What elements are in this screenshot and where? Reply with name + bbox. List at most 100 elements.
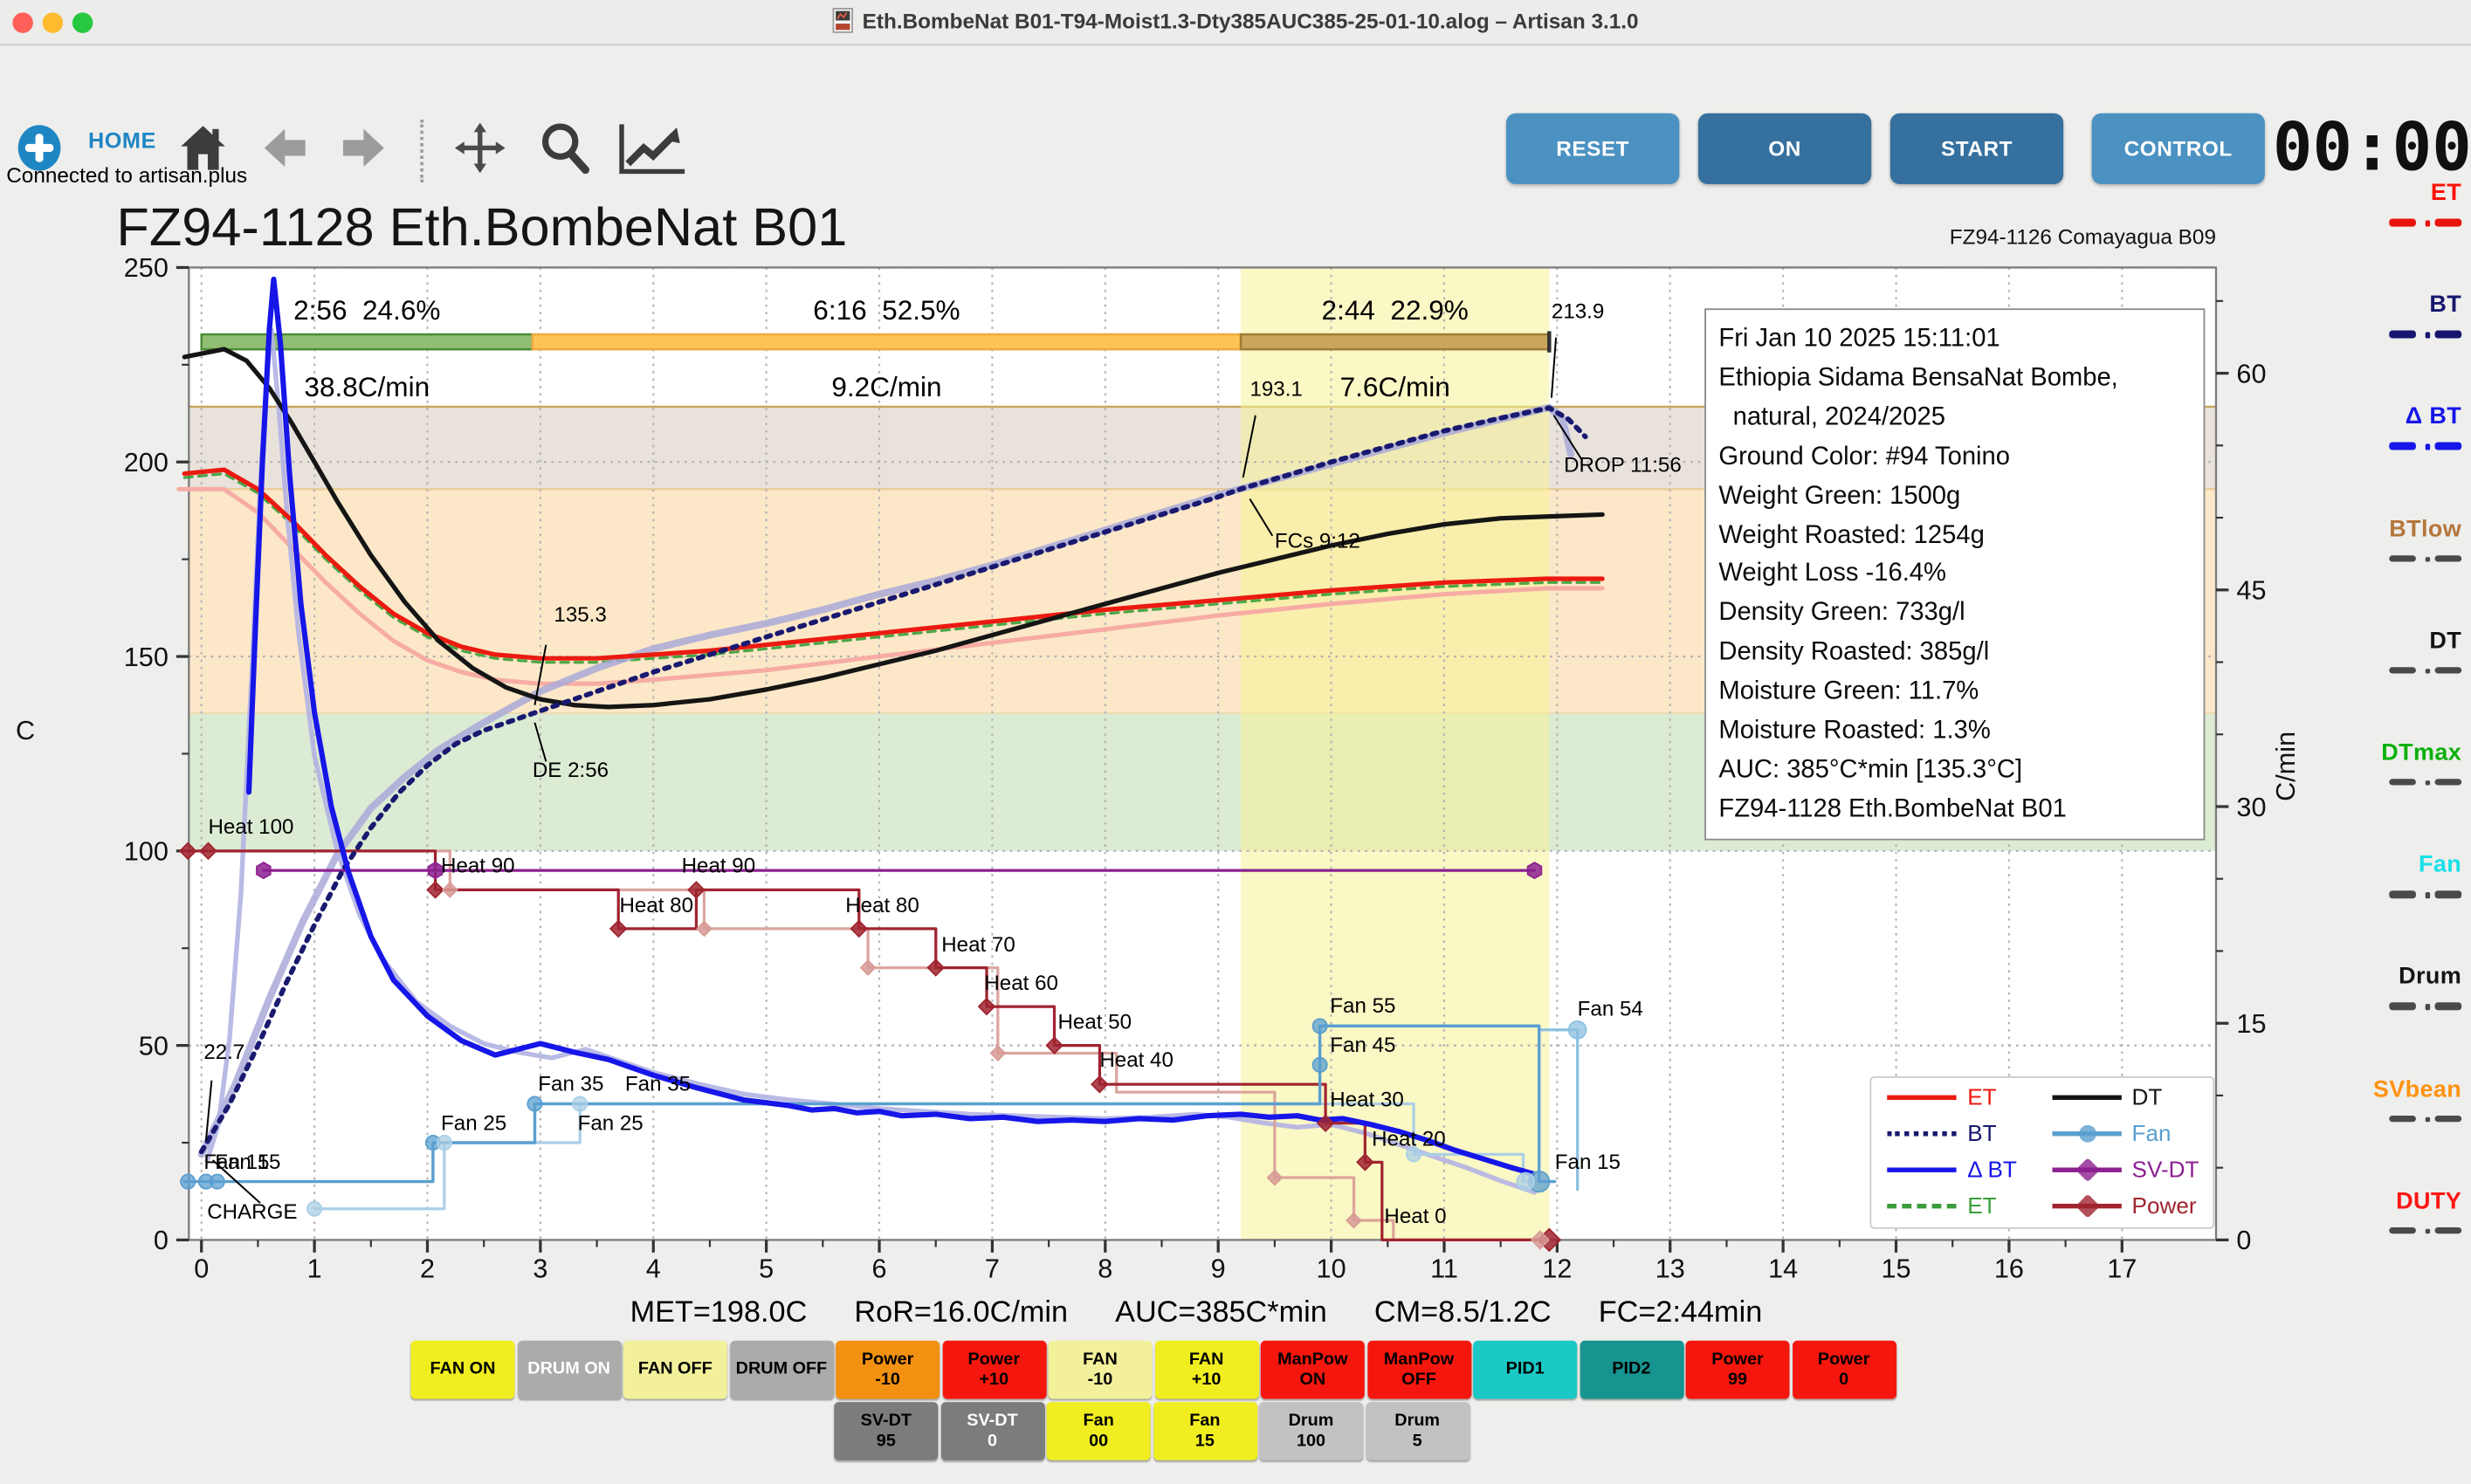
event-button-power-0[interactable]: Power 0 xyxy=(1792,1340,1896,1399)
lcd-dash xyxy=(2434,666,2462,674)
event-button-drum-100[interactable]: Drum 100 xyxy=(1259,1402,1364,1460)
chart-text: Heat 40 xyxy=(1099,1048,1174,1072)
chart-text: 7.6C/min xyxy=(1340,371,1450,402)
info-line: Weight Loss -16.4% xyxy=(1718,559,1946,588)
legend-label: ET xyxy=(1967,1086,1997,1112)
start-button[interactable]: START xyxy=(1889,113,2064,184)
event-button-manpow-on[interactable]: ManPow ON xyxy=(1260,1340,1365,1399)
chart-text: 38.8C/min xyxy=(304,371,430,402)
lcd-dot xyxy=(2424,556,2431,562)
sidebar-readout-δbt: Δ BT xyxy=(2357,403,2468,515)
status-segment: AUC=385C*min xyxy=(1115,1296,1327,1330)
home-label[interactable]: HOME xyxy=(87,127,156,153)
ror-axis-label: C/min xyxy=(2271,732,2301,801)
chart-text: 30 xyxy=(2236,793,2266,822)
sidebar-readout-dt: DT xyxy=(2357,628,2468,739)
marker-diamond xyxy=(1537,1227,1562,1253)
chart-text: 14 xyxy=(1768,1254,1798,1284)
chart-text: Fan 35 xyxy=(625,1072,691,1096)
forward-icon[interactable] xyxy=(340,126,387,177)
chart-text: Heat 30 xyxy=(1330,1089,1404,1112)
lcd-value xyxy=(2388,666,2462,674)
marker-diamond xyxy=(1045,1036,1063,1055)
lcd-value xyxy=(2388,779,2462,787)
chart-text: FCs 9:12 xyxy=(1275,529,1360,553)
lcd-value xyxy=(2388,443,2462,450)
event-button-drum-5[interactable]: Drum 5 xyxy=(1365,1402,1470,1460)
legend-line xyxy=(1887,1167,1957,1172)
marker-circle xyxy=(1311,1018,1328,1034)
sidebar-readout-drum: Drum xyxy=(2357,964,2468,1075)
event-button-drum on[interactable]: DRUM ON xyxy=(517,1340,622,1399)
lcd-dash xyxy=(2434,218,2462,226)
legend-label: ET xyxy=(1967,1193,1997,1219)
plus-events-icon[interactable] xyxy=(16,124,63,179)
graph-config-icon[interactable] xyxy=(617,123,686,184)
marker-diamond xyxy=(1346,1212,1362,1229)
event-button-pid2[interactable]: PID2 xyxy=(1579,1340,1683,1399)
legend-label: Power xyxy=(2131,1193,2197,1219)
chart-text: 213.9 xyxy=(1552,299,1604,323)
event-button-row-2: SV-DT 95 SV-DT 0 Fan 00 Fan 15 Drum 100 Drum 5 xyxy=(834,1402,1470,1460)
zoom-icon[interactable] xyxy=(538,121,591,182)
event-button-power--10[interactable]: Power -10 xyxy=(836,1340,940,1399)
marker-circle xyxy=(1406,1146,1422,1163)
marker-hex xyxy=(427,862,444,880)
status-segment: MET=198.0C xyxy=(630,1296,808,1330)
legend-swatch-dotted xyxy=(1887,1127,1957,1143)
home-icon[interactable] xyxy=(179,123,226,182)
event-button-fan-+10[interactable]: FAN +10 xyxy=(1154,1340,1259,1399)
legend-label: BT xyxy=(1967,1122,1997,1148)
lcd-dot xyxy=(2424,220,2431,226)
status-segment: CM=8.5/1.2C xyxy=(1373,1296,1552,1330)
close-button[interactable] xyxy=(12,12,33,33)
info-line: Weight Green: 1500g xyxy=(1718,480,1961,510)
legend-label: Δ BT xyxy=(1967,1158,2017,1184)
event-button-sv-dt-0[interactable]: SV-DT 0 xyxy=(940,1402,1044,1460)
event-button-drum off[interactable]: DRUM OFF xyxy=(729,1340,834,1399)
event-button-fan on[interactable]: FAN ON xyxy=(410,1340,515,1399)
chart-text: Fan 54 xyxy=(1578,998,1643,1021)
marker-diamond xyxy=(696,920,712,938)
event-button-fan--10[interactable]: FAN -10 xyxy=(1048,1340,1153,1399)
on-button[interactable]: ON xyxy=(1697,113,1872,184)
curve-Power xyxy=(182,849,1551,1242)
event-button-power-99[interactable]: Power 99 xyxy=(1685,1340,1790,1399)
chart-text: Heat 60 xyxy=(984,972,1058,995)
event-button-row-1: FAN ON DRUM ON FAN OFF DRUM OFF Power -10 Powe… xyxy=(410,1340,1896,1399)
event-button-sv-dt-95[interactable]: SV-DT 95 xyxy=(834,1402,939,1460)
callout-line xyxy=(1249,498,1274,537)
chart-text: CHARGE xyxy=(207,1200,297,1224)
lcd-dot xyxy=(2424,668,2431,674)
marker-diamond xyxy=(441,881,458,898)
sidebar-label: SVbean xyxy=(2372,1075,2462,1103)
zoom-window-button[interactable] xyxy=(72,12,93,33)
callout-line xyxy=(1552,415,1583,461)
chart-text: Fan 25 xyxy=(578,1111,644,1135)
pan-icon[interactable] xyxy=(453,121,506,182)
marker-diamond xyxy=(859,959,877,976)
curve-deltaBT xyxy=(245,276,1536,1177)
chart-text: 4 xyxy=(646,1254,661,1284)
event-button-fan-00[interactable]: Fan 00 xyxy=(1046,1402,1151,1460)
event-button-power-+10[interactable]: Power +10 xyxy=(941,1340,1046,1399)
event-button-fan-15[interactable]: Fan 15 xyxy=(1153,1402,1257,1460)
event-button-pid1[interactable]: PID1 xyxy=(1473,1340,1578,1399)
development-band xyxy=(1241,267,1550,1240)
event-button-manpow-off[interactable]: ManPow OFF xyxy=(1366,1340,1471,1399)
back-icon[interactable] xyxy=(261,126,308,177)
diamond-marker-icon xyxy=(2075,1192,2100,1218)
curve-Fan xyxy=(182,1024,1557,1184)
legend-entry: ET xyxy=(1877,1086,2041,1111)
marker-diamond xyxy=(178,842,197,861)
legend-label: SV-DT xyxy=(2131,1158,2199,1184)
legend-label: DT xyxy=(2131,1086,2163,1112)
minimize-button[interactable] xyxy=(42,12,64,33)
control-button[interactable]: CONTROL xyxy=(2091,113,2265,184)
reset-button[interactable]: RESET xyxy=(1506,113,1680,184)
lcd-value xyxy=(2388,218,2462,226)
lcd-dash xyxy=(2388,443,2416,450)
event-button-fan off[interactable]: FAN OFF xyxy=(623,1340,727,1399)
chart-text: 0 xyxy=(154,1226,169,1255)
